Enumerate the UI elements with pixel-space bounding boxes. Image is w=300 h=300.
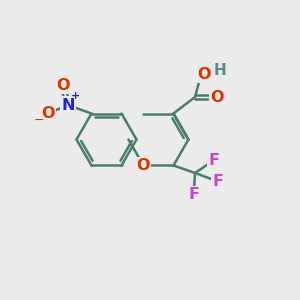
Text: N: N bbox=[61, 98, 75, 112]
Text: O: O bbox=[41, 106, 54, 121]
Text: O: O bbox=[56, 78, 69, 93]
Text: O: O bbox=[198, 67, 211, 82]
Text: H: H bbox=[214, 63, 226, 78]
Text: F: F bbox=[188, 187, 199, 202]
Text: O: O bbox=[137, 158, 150, 173]
Text: −: − bbox=[33, 114, 44, 127]
Text: +: + bbox=[71, 91, 80, 100]
Text: F: F bbox=[212, 174, 223, 189]
Text: O: O bbox=[210, 89, 224, 104]
Text: F: F bbox=[208, 153, 219, 168]
